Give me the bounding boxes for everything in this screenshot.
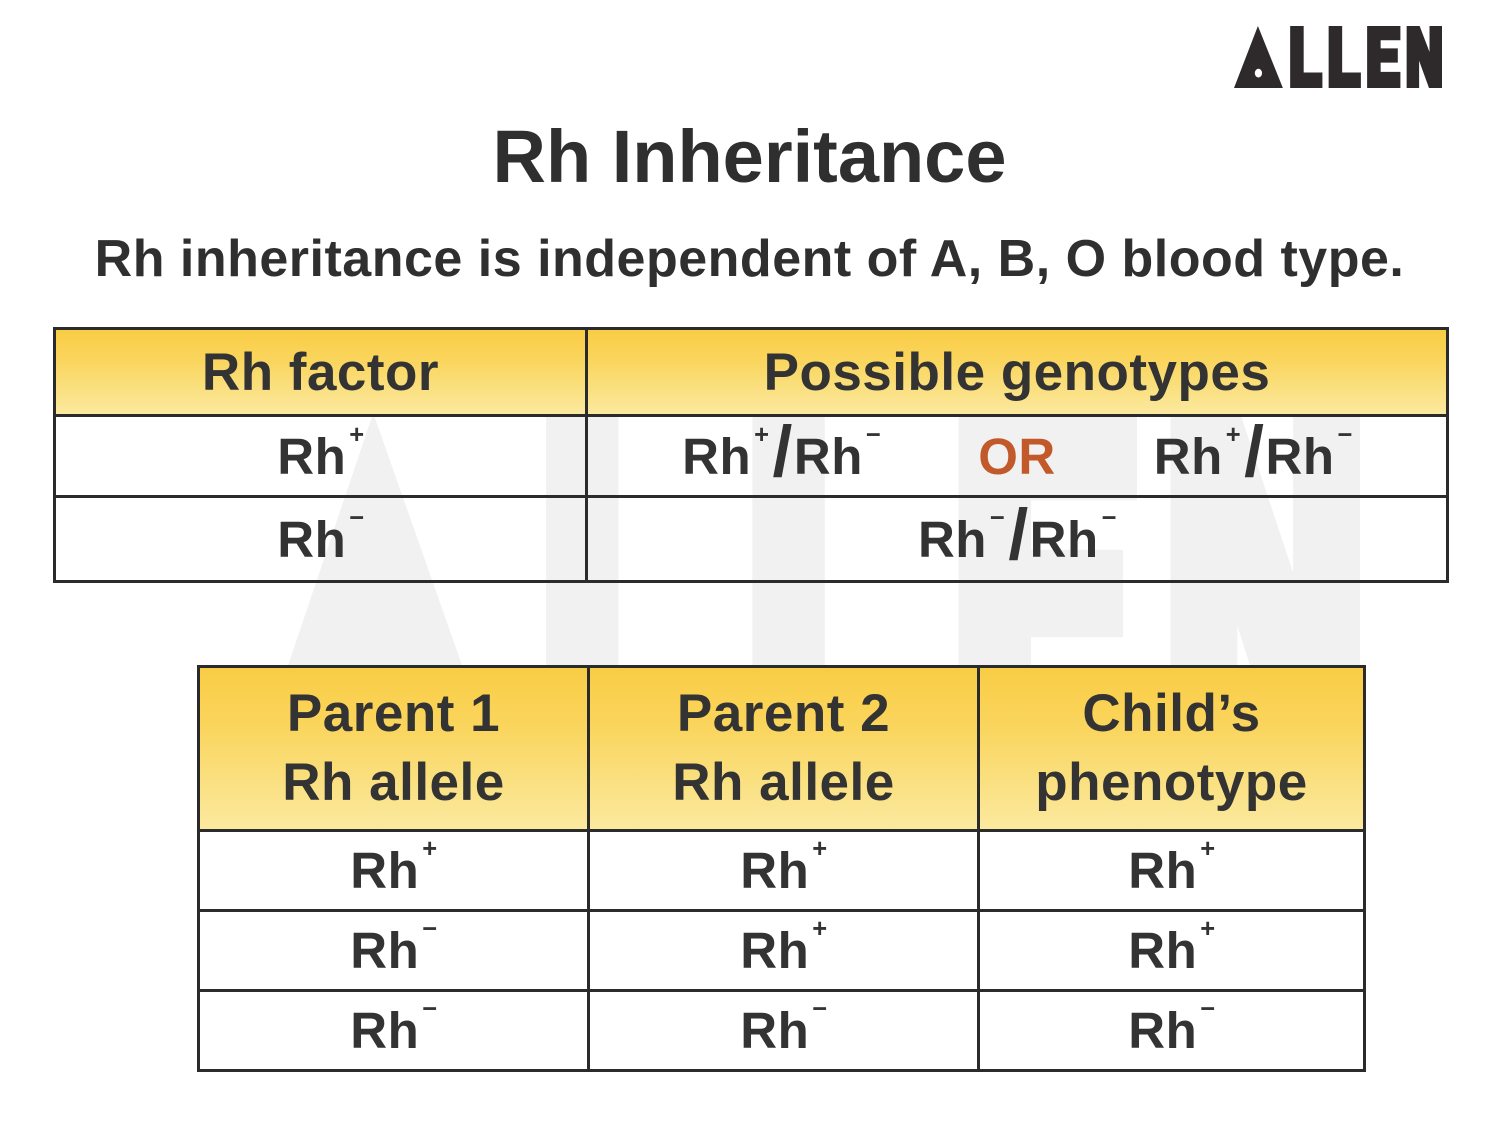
- genotype-option-2: Rh +/Rh −: [1153, 412, 1353, 493]
- page-title: Rh Inheritance: [492, 115, 1007, 198]
- genotype-table-header-possible-genotypes: Possible genotypes: [588, 330, 1446, 417]
- genotype-option-1: Rh +/Rh −: [682, 412, 882, 493]
- row1-parent1-allele: Rh +: [200, 832, 590, 912]
- header-label: Parent 2 Rh allele: [672, 683, 895, 812]
- row2-parent2-allele: Rh +: [590, 912, 980, 992]
- rh-positive-label: Rh +: [277, 420, 365, 485]
- phenotype-table: Parent 1 Rh allele Parent 2 Rh allele Chil…: [197, 665, 1366, 1072]
- header-label: Possible genotypes: [763, 342, 1271, 402]
- rh-negative-label: Rh −: [277, 503, 365, 568]
- genotype-table: Rh factor Possible genotypes Rh + Rh +/Rh −…: [53, 327, 1449, 583]
- row2-child-phenotype: Rh +: [980, 912, 1363, 992]
- row2-parent1-allele: Rh −: [200, 912, 590, 992]
- genotype-option-1: Rh −/Rh −: [917, 495, 1118, 576]
- allen-logo: [1234, 26, 1442, 88]
- header-label: Child’s phenotype: [1035, 683, 1308, 812]
- row3-parent2-allele: Rh −: [590, 992, 980, 1069]
- header-label: Rh factor: [201, 342, 440, 402]
- rh-positive-genotypes-cell: Rh +/Rh − OR Rh +/Rh −: [588, 417, 1446, 498]
- phenotype-table-header-parent2: Parent 2 Rh allele: [590, 668, 980, 832]
- rh-negative-factor-cell: Rh −: [56, 498, 588, 580]
- page-subtitle: Rh inheritance is independent of A, B, O…: [94, 230, 1405, 288]
- genotype-table-header-rh-factor: Rh factor: [56, 330, 588, 417]
- phenotype-table-header-child: Child’s phenotype: [980, 668, 1363, 832]
- or-label: OR: [978, 427, 1056, 485]
- phenotype-table-header-parent1: Parent 1 Rh allele: [200, 668, 590, 832]
- row1-parent2-allele: Rh +: [590, 832, 980, 912]
- header-label: Parent 1 Rh allele: [282, 683, 505, 812]
- row3-parent1-allele: Rh −: [200, 992, 590, 1069]
- row3-child-phenotype: Rh −: [1128, 995, 1216, 1059]
- rh-positive-factor-cell: Rh +: [56, 417, 588, 498]
- rh-negative-genotypes-cell: Rh −/Rh −: [588, 498, 1446, 580]
- row1-child-phenotype: Rh +: [980, 832, 1363, 912]
